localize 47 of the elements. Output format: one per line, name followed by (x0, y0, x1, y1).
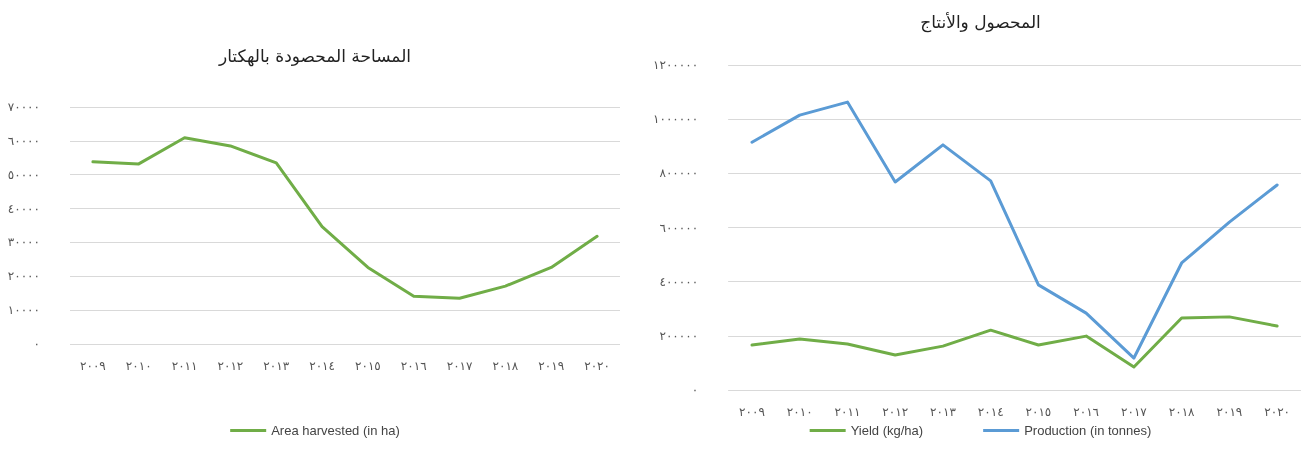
y-tick-label: ١٠٠٠٠ (7, 303, 40, 318)
x-tick-label: ٢٠١٨ (1168, 405, 1196, 419)
y-tick-label: ٠ (33, 337, 40, 351)
legend-label: Yield (kg/ha) (850, 423, 924, 438)
chart-title: المحصول والأنتاج (920, 11, 1041, 33)
x-tick-label: ٢٠١٧ (1121, 405, 1148, 419)
x-tick-label: ٢٠١٥ (355, 359, 381, 373)
y-tick-label: ٤٠٠٠٠٠ (659, 274, 699, 289)
line-series (750, 100, 1279, 360)
y-tick-label: ٢٠٠٠٠ (7, 269, 40, 284)
line-series (750, 315, 1279, 369)
x-tick-label: ٢٠١٤ (309, 359, 335, 373)
y-tick-label: ١٠٠٠٠٠٠ (652, 112, 699, 127)
x-tick-label: ٢٠١٦ (400, 359, 427, 373)
x-tick-label: ٢٠٢٠ (584, 359, 610, 373)
x-tick-label: ٢٠١١ (171, 359, 198, 373)
x-tick-label: ٢٠٠٩ (739, 405, 765, 419)
y-tick-label: ١٢٠٠٠٠٠ (652, 58, 699, 72)
legend-label: Production (in tonnes) (1024, 423, 1152, 438)
x-tick-label: ٢٠١٨ (492, 359, 519, 373)
y-tick-label: ٦٠٠٠٠ (7, 133, 40, 148)
x-tick-label: ٢٠١٥ (1025, 405, 1052, 419)
x-tick-label: ٢٠١٩ (538, 359, 565, 373)
x-tick-label: ٢٠١٢ (882, 405, 909, 419)
x-tick-label: ٢٠١١ (834, 405, 861, 419)
x-tick-label: ٢٠٢٠ (1264, 405, 1291, 419)
y-tick-label: ٠ (691, 383, 699, 397)
x-tick-label: ٢٠١٣ (263, 359, 290, 373)
chart-title: المساحة المحصودة بالهكتار (217, 45, 412, 67)
x-tick-label: ٢٠١٩ (1216, 405, 1243, 419)
x-tick-label: ٢٠٠٩ (80, 359, 106, 373)
x-tick-label: ٢٠١٣ (930, 405, 957, 419)
x-tick-label: ٢٠١٦ (1073, 405, 1100, 419)
y-tick-label: ٨٠٠٠٠٠ (659, 166, 699, 181)
y-tick-label: ٤٠٠٠٠ (7, 201, 40, 216)
x-tick-label: ٢٠١٠ (125, 359, 152, 373)
x-tick-label: ٢٠١٢ (217, 359, 244, 373)
line-series (91, 136, 599, 300)
y-tick-label: ٣٠٠٠٠ (7, 235, 40, 250)
y-tick-label: ٧٠٠٠٠ (7, 100, 40, 114)
y-tick-label: ٢٠٠٠٠٠ (659, 328, 699, 343)
x-tick-label: ٢٠١٧ (446, 359, 474, 373)
x-tick-label: ٢٠١٤ (977, 405, 1004, 419)
y-tick-label: ٦٠٠٠٠٠ (659, 220, 699, 235)
legend-label: Area harvested (in ha) (271, 423, 400, 438)
y-tick-label: ٥٠٠٠٠ (7, 167, 40, 182)
x-tick-label: ٢٠١٠ (786, 405, 813, 419)
